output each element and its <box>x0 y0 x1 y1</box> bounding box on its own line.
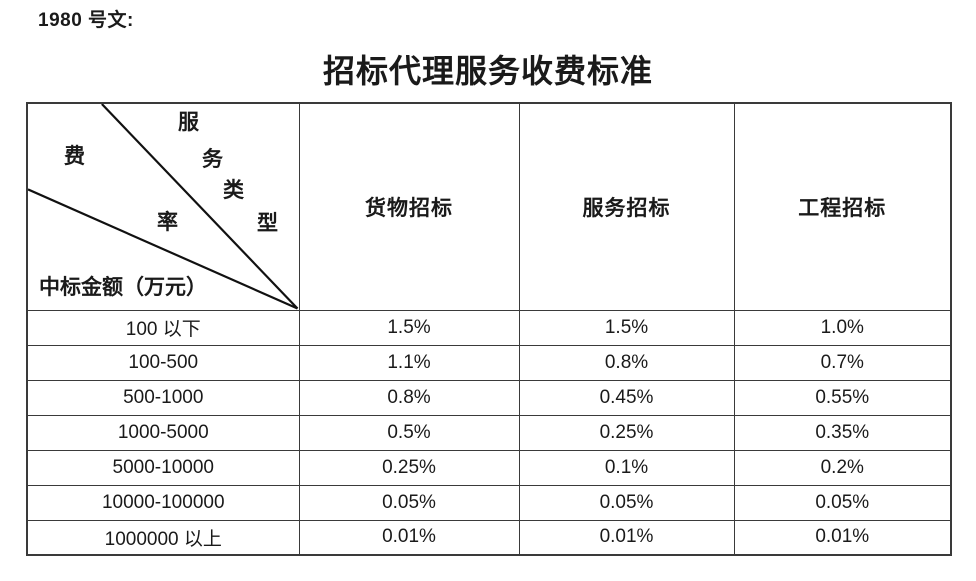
rate-goods: 0.25% <box>298 449 520 486</box>
corner-type-char: 型 <box>257 211 278 235</box>
col-header-service: 服务招标 <box>518 102 735 311</box>
row-amount-range: 1000-5000 <box>26 414 300 451</box>
table-row: 500-1000 0.8% 0.45% 0.55% <box>26 379 952 416</box>
table-row: 100-500 1.1% 0.8% 0.7% <box>26 344 952 381</box>
rate-service: 0.8% <box>518 344 735 381</box>
corner-fee-char: 率 <box>157 210 178 234</box>
diagonal-divider-lines <box>28 104 298 309</box>
table-row: 5000-10000 0.25% 0.1% 0.2% <box>26 449 952 486</box>
col-header-engineering: 工程招标 <box>733 102 952 311</box>
rate-goods: 1.1% <box>298 344 520 381</box>
row-amount-range: 10000-100000 <box>26 484 300 521</box>
corner-header-cell: 服 务 类 型 费 率 中标金额（万元） <box>26 102 300 311</box>
rate-service: 0.01% <box>518 519 735 556</box>
col-header-goods: 货物招标 <box>298 102 520 311</box>
table-row: 1000-5000 0.5% 0.25% 0.35% <box>26 414 952 451</box>
table-row: 10000-100000 0.05% 0.05% 0.05% <box>26 484 952 521</box>
corner-type-char: 服 <box>178 110 199 134</box>
rate-goods: 0.5% <box>298 414 520 451</box>
rate-goods: 1.5% <box>298 309 520 346</box>
rate-goods: 0.01% <box>298 519 520 556</box>
fee-standard-table: 服 务 类 型 费 率 中标金额（万元） 货物招标 服务招标 工程招标 100 … <box>26 102 952 556</box>
corner-header-content: 服 务 类 型 费 率 中标金额（万元） <box>28 104 298 309</box>
rate-engineering: 1.0% <box>733 309 952 346</box>
rate-service: 0.05% <box>518 484 735 521</box>
rate-engineering: 0.7% <box>733 344 952 381</box>
rate-goods: 0.05% <box>298 484 520 521</box>
rate-engineering: 0.2% <box>733 449 952 486</box>
doc-number-label: 1980 号文: <box>38 10 134 31</box>
rate-service: 0.25% <box>518 414 735 451</box>
rate-engineering: 0.05% <box>733 484 952 521</box>
corner-type-char: 务 <box>202 147 223 171</box>
rate-service: 0.1% <box>518 449 735 486</box>
row-amount-range: 100 以下 <box>26 309 300 346</box>
row-amount-range: 5000-10000 <box>26 449 300 486</box>
rate-engineering: 0.35% <box>733 414 952 451</box>
rate-engineering: 0.55% <box>733 379 952 416</box>
rate-engineering: 0.01% <box>733 519 952 556</box>
row-amount-range: 1000000 以上 <box>26 519 300 556</box>
corner-type-char: 类 <box>223 178 244 202</box>
table-header-row: 服 务 类 型 费 率 中标金额（万元） 货物招标 服务招标 工程招标 <box>26 102 952 311</box>
row-amount-range: 100-500 <box>26 344 300 381</box>
rate-goods: 0.8% <box>298 379 520 416</box>
corner-fee-char: 费 <box>64 144 85 168</box>
rate-service: 1.5% <box>518 309 735 346</box>
table-row: 1000000 以上 0.01% 0.01% 0.01% <box>26 519 952 556</box>
row-amount-range: 500-1000 <box>26 379 300 416</box>
rate-service: 0.45% <box>518 379 735 416</box>
page-title: 招标代理服务收费标准 <box>322 53 653 89</box>
corner-amount-label: 中标金额（万元） <box>39 275 207 299</box>
table-row: 100 以下 1.5% 1.5% 1.0% <box>26 309 952 346</box>
